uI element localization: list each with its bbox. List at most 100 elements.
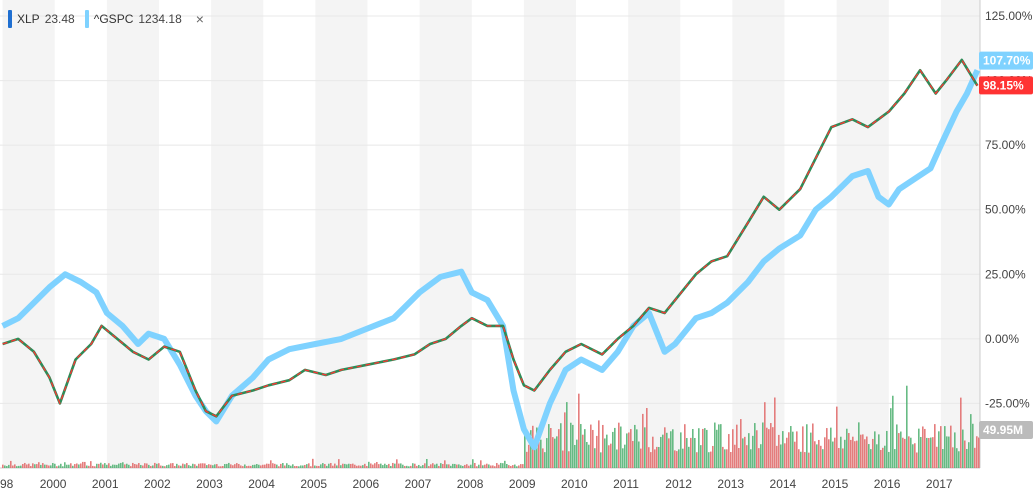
- legend-item-gspc[interactable]: ^GSPC 1234.18: [84, 10, 182, 28]
- volume-bar: [148, 464, 150, 468]
- volume-bar: [626, 433, 628, 468]
- volume-bar: [138, 463, 140, 468]
- x-tick-label: 2003: [196, 477, 223, 491]
- volume-bar: [874, 431, 876, 468]
- volume-bar: [806, 424, 808, 468]
- close-icon[interactable]: ×: [195, 11, 204, 27]
- volume-bar: [196, 465, 198, 468]
- legend-name: ^GSPC: [93, 12, 134, 26]
- volume-bar: [448, 464, 450, 468]
- volume-bar: [156, 463, 158, 468]
- volume-bar: [408, 466, 410, 468]
- volume-bar: [398, 463, 400, 468]
- volume-bar: [744, 436, 746, 468]
- volume-bar: [842, 448, 844, 468]
- volume-bar: [708, 452, 710, 468]
- volume-bar: [634, 424, 636, 468]
- volume-bar: [180, 465, 182, 468]
- volume-bar: [164, 466, 166, 468]
- volume-bar: [866, 436, 868, 468]
- y-tick-label: 25.00%: [985, 267, 1026, 281]
- volume-bar: [190, 465, 192, 468]
- volume-bar: [898, 433, 900, 468]
- volume-bar: [794, 441, 796, 468]
- volume-bar: [840, 436, 842, 468]
- volume-bar: [642, 413, 644, 468]
- volume-bar: [900, 431, 902, 468]
- volume-bar: [754, 423, 756, 468]
- band: [2, 0, 55, 468]
- volume-bar: [670, 431, 672, 468]
- volume-bar: [178, 465, 180, 468]
- volume-bar: [698, 428, 700, 468]
- volume-bar: [278, 466, 280, 468]
- volume-bar: [872, 438, 874, 468]
- volume-bar: [288, 464, 290, 468]
- volume-bar: [880, 449, 882, 468]
- volume-bar: [554, 438, 556, 468]
- volume-bar: [944, 426, 946, 468]
- volume-bar: [734, 444, 736, 468]
- volume-bar: [502, 463, 504, 468]
- volume-bar: [274, 463, 276, 468]
- volume-bar: [652, 436, 654, 468]
- volume-bar: [800, 451, 802, 468]
- volume-bar: [22, 464, 24, 468]
- volume-bar: [224, 464, 226, 468]
- volume-bar: [218, 466, 220, 468]
- volume-bar: [264, 464, 266, 468]
- volume-bar: [410, 465, 412, 468]
- volume-bar: [390, 465, 392, 468]
- volume-bar: [672, 429, 674, 468]
- volume-bar: [370, 463, 372, 468]
- badge-gspc-bg: [979, 51, 1033, 70]
- volume-bar: [580, 424, 582, 468]
- legend-item-xlp[interactable]: XLP 23.48: [8, 10, 75, 28]
- volume-bar: [556, 436, 558, 468]
- volume-bar: [454, 463, 456, 468]
- volume-bar: [772, 427, 774, 468]
- volume-bar: [124, 464, 126, 468]
- volume-bar: [326, 465, 328, 468]
- volume-bar: [948, 436, 950, 468]
- volume-bar: [88, 465, 90, 468]
- volume-bar: [400, 463, 402, 468]
- band: [836, 0, 889, 468]
- volume-bar: [594, 448, 596, 468]
- volume-bar: [924, 428, 926, 468]
- volume-bar: [620, 426, 622, 468]
- volume-bar: [908, 436, 910, 468]
- volume-bar: [40, 464, 42, 468]
- badge-xlp: 98.15%: [983, 78, 1024, 92]
- volume-bar: [514, 464, 516, 468]
- volume-bar: [250, 465, 252, 468]
- volume-bar: [406, 465, 408, 468]
- volume-bar: [236, 463, 238, 468]
- volume-bar: [182, 463, 184, 468]
- volume-bar: [232, 465, 234, 468]
- volume-bar: [970, 414, 972, 468]
- volume-bar: [412, 463, 414, 468]
- x-tick-label: 2001: [92, 477, 119, 491]
- volume-bar: [318, 465, 320, 468]
- volume-bar: [246, 465, 248, 468]
- volume-bar: [776, 445, 778, 468]
- volume-bar: [862, 434, 864, 468]
- volume-bar: [346, 464, 348, 468]
- volume-bar: [606, 434, 608, 468]
- volume-bar: [216, 464, 218, 468]
- volume-bar: [702, 428, 704, 468]
- volume-bar: [420, 466, 422, 468]
- volume-bar: [688, 446, 690, 468]
- volume-bar: [786, 437, 788, 468]
- volume-bar: [506, 463, 508, 468]
- volume-bar: [526, 451, 528, 468]
- volume-bar: [312, 458, 314, 468]
- volume-bar: [442, 463, 444, 468]
- volume-bar: [184, 464, 186, 468]
- volume-bar: [748, 433, 750, 468]
- volume-bar: [20, 465, 22, 468]
- volume-bar: [14, 464, 16, 468]
- volume-bar: [228, 462, 230, 468]
